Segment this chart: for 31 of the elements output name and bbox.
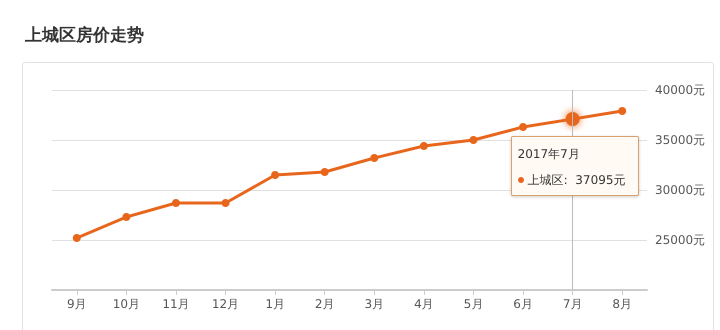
x-tick-label: 3月	[364, 297, 384, 311]
x-tick-label: 4月	[414, 297, 434, 311]
point	[122, 213, 130, 221]
point	[320, 168, 329, 176]
chart-title: 上城区房价走势	[24, 26, 144, 46]
point	[420, 142, 428, 150]
point	[222, 199, 230, 207]
x-tick-label: 6月	[513, 297, 533, 311]
y-tick-label: 25000元	[655, 233, 706, 247]
y-tick-label: 40000元	[655, 83, 706, 97]
point	[271, 171, 280, 179]
point	[172, 199, 180, 207]
annotation: 2017年7月	[518, 146, 580, 164]
x-tick-label: 10月	[112, 297, 140, 311]
point	[72, 234, 81, 242]
x-tick-label: 11月	[162, 297, 190, 311]
x-tick-label: 7月	[562, 297, 582, 311]
point	[618, 107, 626, 115]
x-tick-label: 8月	[612, 297, 632, 311]
x-tick-label: 2月	[314, 297, 335, 311]
x-tick-label: 12月	[212, 297, 240, 311]
tooltip-box: 2017年7月 上城区: 37095元	[510, 136, 639, 196]
point	[370, 154, 378, 162]
y-tick-label: 30000元	[655, 183, 706, 197]
point	[469, 136, 478, 144]
x-tick-label: 9月	[66, 297, 87, 311]
point	[519, 123, 528, 131]
x-tick-label: 1月	[265, 297, 285, 311]
annotation: 上城区: 37095元	[528, 172, 626, 190]
y-tick-label: 35000元	[655, 133, 706, 147]
x-tick-label: 5月	[464, 297, 484, 311]
